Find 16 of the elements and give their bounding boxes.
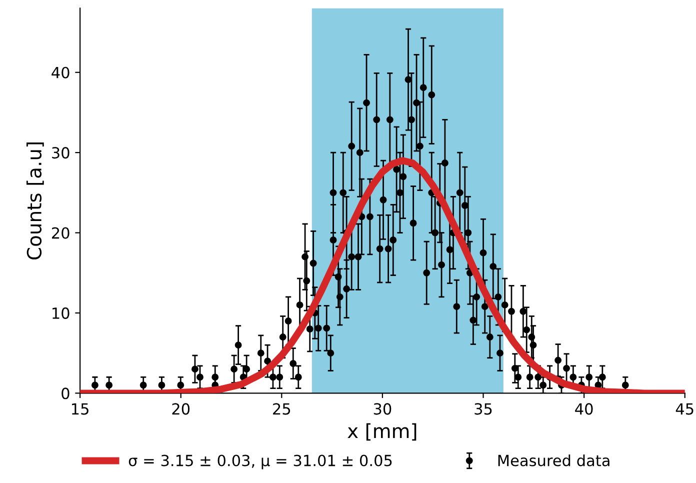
- y-tick-label: 40: [52, 66, 70, 78]
- x-axis-title: x [mm]: [348, 423, 416, 441]
- y-tick-label: 0: [62, 388, 70, 400]
- y-axis-title: Counts [a.u]: [26, 142, 44, 260]
- x-tick-label: 20: [172, 403, 190, 415]
- x-tick-label: 25: [273, 403, 290, 415]
- y-tick-label: 10: [52, 307, 70, 319]
- legend-label: Measured data: [498, 454, 610, 466]
- x-tick-label: 35: [474, 403, 492, 415]
- y-tick-label: 20: [52, 227, 70, 239]
- legend-label: σ = 3.15 ± 0.03, μ = 31.01 ± 0.05: [128, 454, 392, 470]
- y-tick-label: 30: [52, 147, 70, 159]
- x-tick-label: 45: [676, 403, 694, 415]
- x-tick-label: 15: [72, 403, 88, 415]
- x-tick-label: 40: [575, 403, 593, 415]
- x-tick-label: 30: [374, 403, 392, 415]
